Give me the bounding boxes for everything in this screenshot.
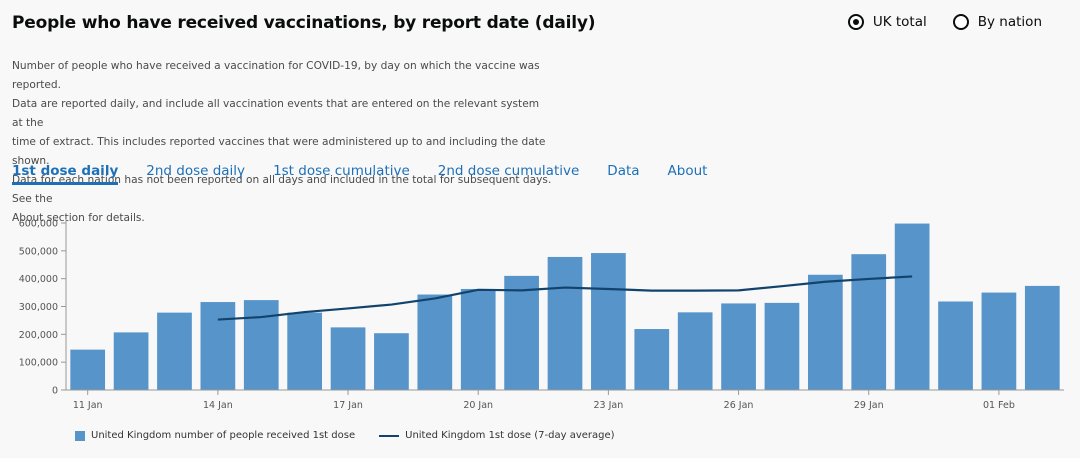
bar xyxy=(330,327,366,390)
y-tick-label: 400,000 xyxy=(19,274,58,285)
description-line: About section for details. xyxy=(12,212,145,224)
legend-item-bars[interactable]: United Kingdom number of people received… xyxy=(75,430,355,441)
bar xyxy=(243,300,279,390)
tab-data[interactable]: Data xyxy=(607,163,640,179)
y-tick-label: 100,000 xyxy=(19,358,58,369)
x-tick-label: 14 Jan xyxy=(203,400,233,411)
bar xyxy=(894,223,930,390)
bar xyxy=(460,288,496,390)
tab-2nd-dose-daily[interactable]: 2nd dose daily xyxy=(146,163,246,179)
bar xyxy=(807,274,843,390)
bar xyxy=(157,312,192,390)
bar xyxy=(374,333,409,390)
bar xyxy=(113,332,149,390)
bar xyxy=(70,349,106,390)
x-tick-label: 20 Jan xyxy=(463,400,493,411)
y-tick-label: 300,000 xyxy=(19,302,58,313)
x-tick-label: 23 Jan xyxy=(594,400,624,411)
tab-about[interactable]: About xyxy=(667,163,708,179)
description-line: time of extract. This includes reported … xyxy=(12,136,546,167)
y-tick-label: 200,000 xyxy=(19,330,58,341)
bar-swatch-icon xyxy=(75,430,85,441)
bar xyxy=(591,253,626,390)
bar xyxy=(981,292,1017,390)
bar xyxy=(504,275,539,390)
legend-bar-label: United Kingdom number of people received… xyxy=(91,430,356,441)
radio-uk-total-label: UK total xyxy=(872,14,927,30)
bar xyxy=(417,294,453,390)
y-tick-label: 0 xyxy=(52,386,58,397)
radio-by-nation[interactable]: By nation xyxy=(952,14,1042,30)
bar xyxy=(938,301,973,390)
bar xyxy=(200,302,236,390)
description-line: Data for each nation has not been report… xyxy=(12,174,552,205)
bar xyxy=(851,254,887,390)
tab-1st-dose-daily[interactable]: 1st dose daily xyxy=(12,163,119,185)
chart-description: Number of people who have received a vac… xyxy=(12,57,552,228)
bar xyxy=(764,302,800,390)
radio-unselected-icon[interactable] xyxy=(952,14,969,30)
x-tick-label: 01 Feb xyxy=(983,400,1015,411)
bar xyxy=(634,329,670,390)
legend-item-line[interactable]: United Kingdom 1st dose (7-day average) xyxy=(379,430,615,441)
tab-1st-dose-cumulative[interactable]: 1st dose cumulative xyxy=(273,163,410,179)
view-toggle: UK total By nation xyxy=(847,14,1042,30)
description-line: Number of people who have received a vac… xyxy=(12,60,540,91)
radio-selected-icon[interactable] xyxy=(847,14,864,30)
bar xyxy=(287,312,323,390)
bar xyxy=(547,256,583,390)
bar xyxy=(1024,285,1060,390)
line-swatch-icon xyxy=(379,434,400,437)
radio-uk-total[interactable]: UK total xyxy=(847,14,927,30)
description-line: Data are reported daily, and include all… xyxy=(12,98,540,129)
chart-legend: United Kingdom number of people received… xyxy=(75,430,629,441)
x-tick-label: 17 Jan xyxy=(333,400,363,411)
x-tick-label: 11 Jan xyxy=(73,400,103,411)
average-line xyxy=(217,275,913,321)
bar-chart: 0 100,000 200,000 300,000 400,000 500,000 600,… xyxy=(19,219,1064,411)
chart-title: People who have received vaccinations, b… xyxy=(12,13,596,33)
y-tick-label: 600,000 xyxy=(19,219,58,230)
legend-line-label: United Kingdom 1st dose (7-day average) xyxy=(405,430,615,441)
radio-by-nation-label: By nation xyxy=(977,14,1042,30)
bar xyxy=(721,303,756,390)
y-tick-label: 500,000 xyxy=(19,246,58,257)
chart-tabs: 1st dose daily 2nd dose daily 1st dose c… xyxy=(12,163,707,185)
tab-2nd-dose-cumulative[interactable]: 2nd dose cumulative xyxy=(437,163,580,179)
bar xyxy=(677,312,713,390)
x-tick-label: 26 Jan xyxy=(724,400,754,411)
x-tick-label: 29 Jan xyxy=(854,400,884,411)
